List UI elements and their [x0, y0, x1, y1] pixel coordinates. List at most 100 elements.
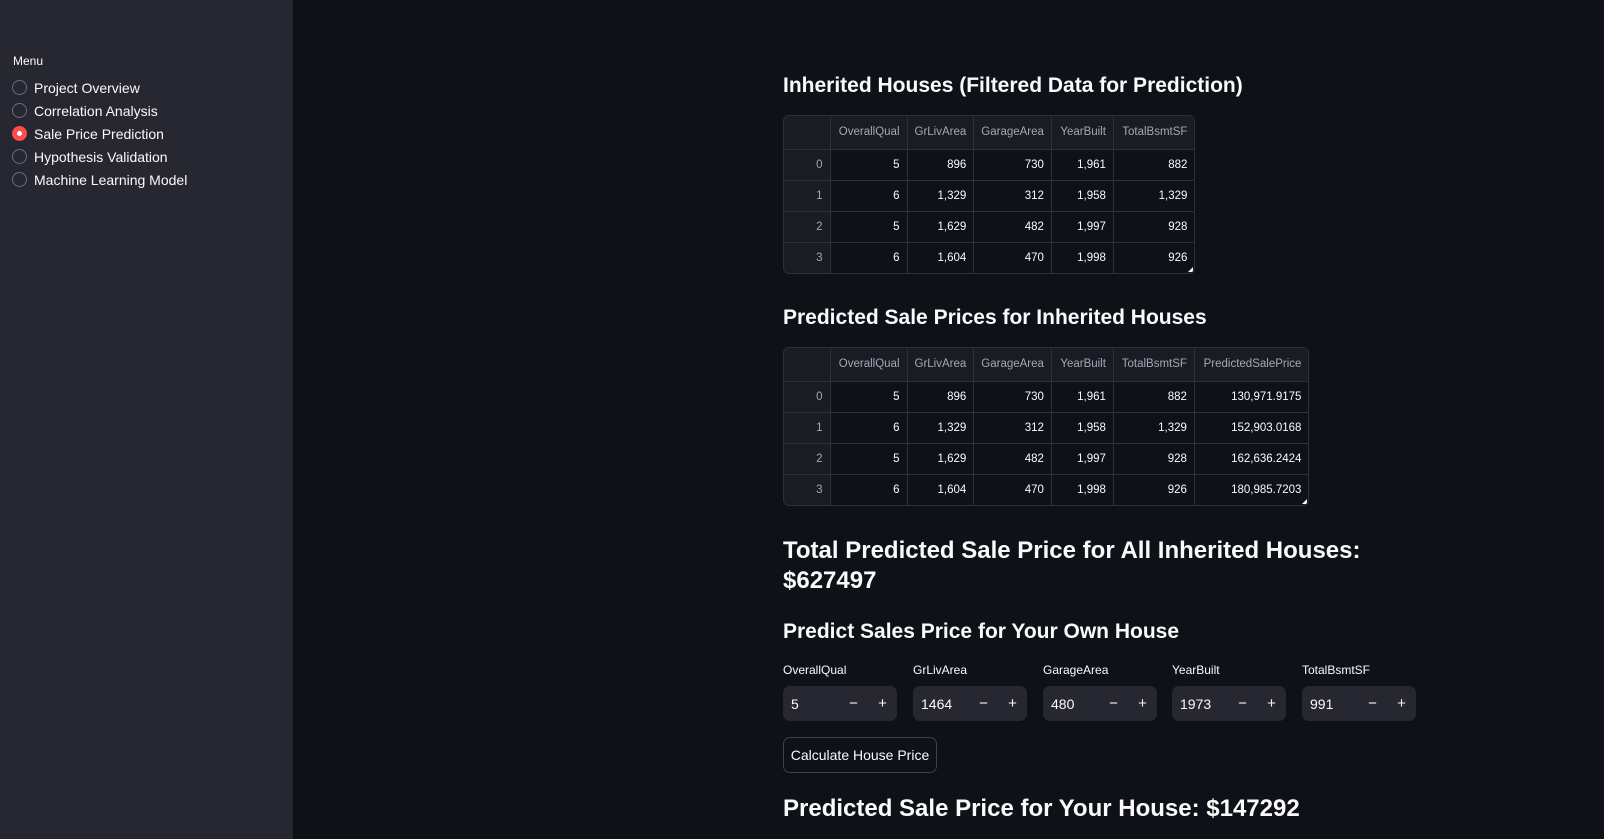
table-cell[interactable]: 5	[830, 149, 908, 181]
table-cell[interactable]: 1,961	[1051, 149, 1114, 181]
menu-item-project-overview[interactable]: Project Overview	[12, 76, 187, 99]
menu-item-hypothesis-validation[interactable]: Hypothesis Validation	[12, 145, 187, 168]
radio-button-icon[interactable]	[12, 103, 27, 118]
table-cell[interactable]: 1,604	[907, 242, 975, 273]
overallqual-input[interactable]: 5	[791, 695, 799, 712]
table-cell[interactable]: 928	[1113, 211, 1195, 243]
table-cell[interactable]: 5	[830, 381, 908, 413]
table-cell[interactable]: 1,997	[1051, 443, 1114, 475]
table-cell[interactable]: 5	[830, 443, 908, 475]
garagearea-stepper: 480 − +	[1043, 686, 1157, 721]
inherited-houses-table[interactable]: OverallQual GrLivArea GarageArea YearBui…	[783, 115, 1196, 274]
table-cell[interactable]: 1,329	[907, 412, 975, 444]
radio-button-icon[interactable]	[12, 149, 27, 164]
resize-handle-icon[interactable]	[1302, 499, 1308, 504]
table-cell[interactable]: 1,604	[907, 474, 975, 505]
minus-icon[interactable]: −	[1109, 695, 1118, 712]
table-cell[interactable]: 1,998	[1051, 242, 1114, 273]
table-cell[interactable]: 926	[1113, 474, 1195, 505]
menu-item-correlation-analysis[interactable]: Correlation Analysis	[12, 99, 187, 122]
resize-handle-icon[interactable]	[1188, 267, 1194, 272]
table-cell[interactable]: 5	[830, 211, 908, 243]
totalbsmtsf-stepper: 991 − +	[1302, 686, 1416, 721]
grlivarea-input-group: GrLivArea 1464 − +	[913, 663, 1027, 721]
row-index: 3	[784, 242, 831, 273]
table-cell[interactable]: 312	[973, 180, 1052, 212]
table-cell[interactable]: 1,998	[1051, 474, 1114, 505]
table-cell[interactable]: 1,329	[1113, 180, 1195, 212]
table-cell[interactable]: 1,629	[907, 211, 975, 243]
minus-icon[interactable]: −	[849, 695, 858, 712]
table-cell[interactable]: 896	[907, 381, 975, 413]
garagearea-input[interactable]: 480	[1051, 695, 1075, 712]
table-cell[interactable]: 6	[830, 242, 908, 273]
table-cell[interactable]: 1,997	[1051, 211, 1114, 243]
menu-label: Menu	[13, 54, 44, 68]
plus-icon[interactable]: +	[1008, 695, 1017, 712]
table-cell[interactable]: 1,961	[1051, 381, 1114, 413]
table-cell[interactable]: 470	[973, 474, 1052, 505]
table-cell[interactable]: 312	[973, 412, 1052, 444]
menu-item-label: Machine Learning Model	[34, 171, 188, 188]
calculate-house-price-button[interactable]: Calculate House Price	[783, 737, 937, 773]
index-header	[784, 348, 831, 382]
table-cell[interactable]: 928	[1113, 443, 1195, 475]
menu-item-label: Hypothesis Validation	[34, 148, 168, 165]
table-cell[interactable]: 1,329	[907, 180, 975, 212]
column-header[interactable]: GrLivArea	[907, 116, 975, 150]
column-header[interactable]: YearBuilt	[1051, 348, 1114, 382]
menu-radio-group: Project Overview Correlation Analysis Sa…	[12, 76, 187, 191]
table-row: 3 6 1,604 470 1,998 926 180,985.7203	[784, 474, 1308, 505]
column-header[interactable]: GarageArea	[973, 116, 1052, 150]
table-cell[interactable]: 1,329	[1113, 412, 1195, 444]
grlivarea-input[interactable]: 1464	[921, 695, 953, 712]
table-cell[interactable]: 482	[973, 211, 1052, 243]
totalbsmtsf-input[interactable]: 991	[1310, 695, 1334, 712]
column-header[interactable]: OverallQual	[830, 348, 908, 382]
column-header[interactable]: TotalBsmtSF	[1113, 348, 1195, 382]
yearbuilt-input-group: YearBuilt 1973 − +	[1172, 663, 1286, 721]
column-header[interactable]: PredictedSalePrice	[1194, 348, 1309, 382]
plus-icon[interactable]: +	[1138, 695, 1147, 712]
column-header[interactable]: YearBuilt	[1051, 116, 1114, 150]
table-cell[interactable]: 180,985.7203	[1231, 483, 1302, 496]
menu-item-machine-learning-model[interactable]: Machine Learning Model	[12, 168, 187, 191]
minus-icon[interactable]: −	[1238, 695, 1247, 712]
grlivarea-stepper: 1464 − +	[913, 686, 1027, 721]
yearbuilt-input[interactable]: 1973	[1180, 695, 1212, 712]
plus-icon[interactable]: +	[1267, 695, 1276, 712]
total-label: Total Predicted Sale Price for All Inher…	[783, 537, 1361, 564]
table-cell[interactable]: 130,971.9175	[1194, 381, 1309, 413]
table-cell[interactable]: 152,903.0168	[1194, 412, 1309, 444]
plus-icon[interactable]: +	[878, 695, 887, 712]
table-cell[interactable]: 882	[1113, 381, 1195, 413]
table-cell[interactable]: 6	[830, 474, 908, 505]
table-cell[interactable]: 926	[1168, 251, 1188, 264]
minus-icon[interactable]: −	[979, 695, 988, 712]
row-index: 0	[784, 149, 831, 181]
predicted-prices-table[interactable]: OverallQual GrLivArea GarageArea YearBui…	[783, 347, 1310, 506]
column-header[interactable]: OverallQual	[830, 116, 908, 150]
table-cell[interactable]: 896	[907, 149, 975, 181]
table-cell[interactable]: 1,629	[907, 443, 975, 475]
radio-button-icon[interactable]	[12, 172, 27, 187]
table-cell[interactable]: 730	[973, 381, 1052, 413]
table-cell[interactable]: 1,958	[1051, 180, 1114, 212]
table-cell[interactable]: 730	[973, 149, 1052, 181]
menu-item-sale-price-prediction[interactable]: Sale Price Prediction	[12, 122, 187, 145]
table-row: 2 5 1,629 482 1,997 928	[784, 211, 1195, 243]
column-header[interactable]: TotalBsmtSF	[1113, 116, 1195, 150]
table-cell[interactable]: 882	[1113, 149, 1195, 181]
table-cell[interactable]: 6	[830, 412, 908, 444]
minus-icon[interactable]: −	[1368, 695, 1377, 712]
radio-button-selected-icon[interactable]	[12, 126, 27, 141]
table-cell[interactable]: 162,636.2424	[1194, 443, 1309, 475]
column-header[interactable]: GarageArea	[973, 348, 1052, 382]
column-header[interactable]: GrLivArea	[907, 348, 975, 382]
table-cell[interactable]: 6	[830, 180, 908, 212]
radio-button-icon[interactable]	[12, 80, 27, 95]
table-cell[interactable]: 482	[973, 443, 1052, 475]
plus-icon[interactable]: +	[1397, 695, 1406, 712]
table-cell[interactable]: 1,958	[1051, 412, 1114, 444]
table-cell[interactable]: 470	[973, 242, 1052, 273]
